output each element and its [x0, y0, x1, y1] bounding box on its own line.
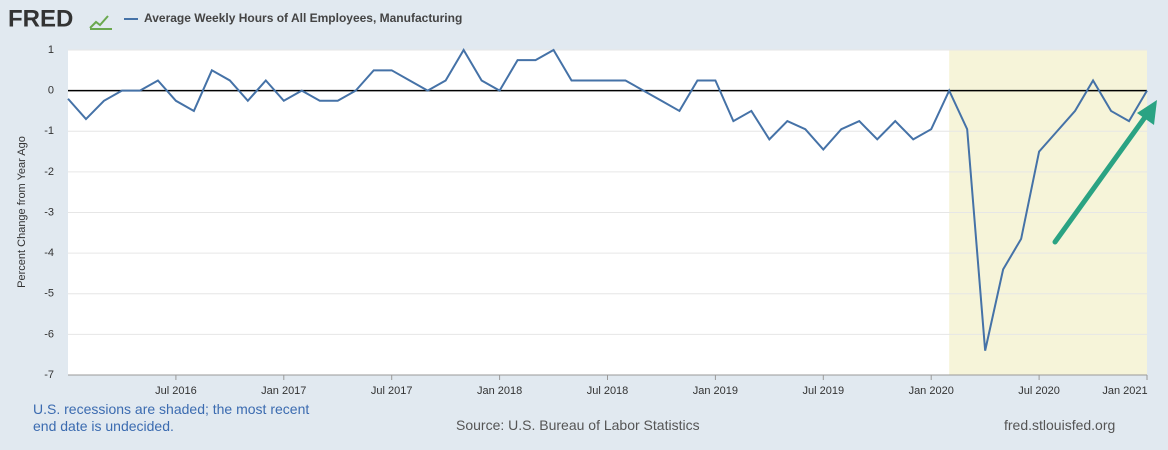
x-tick-label: Jul 2017: [371, 385, 413, 397]
y-tick-label: -2: [44, 166, 54, 178]
legend-label: Average Weekly Hours of All Employees, M…: [144, 11, 462, 25]
source: Source: U.S. Bureau of Labor Statistics: [456, 417, 700, 433]
annotation-arrowhead: [1137, 100, 1157, 125]
x-tick-label: Jan 2020: [909, 385, 954, 397]
y-tick-label: -4: [44, 247, 54, 259]
x-tick-label: Jul 2019: [803, 385, 845, 397]
y-tick-label: -6: [44, 328, 54, 340]
x-tick-label: Jan 2019: [693, 385, 738, 397]
site: fred.stlouisfed.org: [1004, 417, 1116, 433]
y-tick-label: 1: [48, 44, 54, 56]
logo-icon: [89, 15, 112, 30]
annotation-arrow: [1052, 110, 1151, 245]
y-tick-label: -5: [44, 288, 54, 300]
y-tick-label: -1: [44, 125, 54, 137]
x-tick-label: Jul 2016: [155, 385, 197, 397]
x-tick-label: Jan 2021: [1102, 385, 1147, 397]
y-tick-label: -7: [44, 369, 54, 381]
y-tick-label: -3: [44, 206, 54, 218]
recession-note: U.S. recessions are shaded; the most rec…: [33, 401, 310, 434]
logo: FRED: [8, 5, 73, 32]
x-tick-label: Jul 2020: [1018, 385, 1060, 397]
series-line: [67, 48, 1148, 351]
x-tick-label: Jul 2018: [587, 385, 629, 397]
x-tick-label: Jan 2018: [477, 385, 522, 397]
x-tick-label: Jan 2017: [261, 385, 306, 397]
y-tick-label: 0: [48, 85, 54, 97]
y-axis-label: Percent Change from Year Ago: [16, 136, 28, 288]
